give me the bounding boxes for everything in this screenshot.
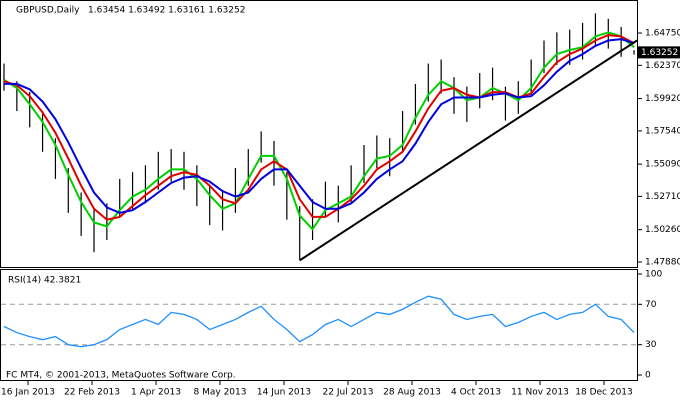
price-box-label: 1.63252 [641, 48, 678, 58]
x-tick-label: 22 Feb 2013 [64, 388, 120, 398]
trendline [299, 39, 638, 262]
price-panel [0, 0, 638, 268]
y-tick-label: 1.64750 [645, 29, 680, 39]
x-tick-label: 22 Jul 2013 [323, 388, 374, 398]
x-tick-label: 14 Jun 2013 [257, 388, 311, 398]
rsi-title: RSI(14) 42.3821 [8, 276, 81, 286]
rsi-tick-label: 70 [645, 300, 657, 310]
symbol: GBPUSD,Daily [16, 6, 80, 16]
rsi-line [3, 295, 635, 348]
rsi-tick-label: 100 [645, 270, 662, 280]
y-tick-label: 1.47880 [645, 257, 680, 267]
y-tick-label: 1.50260 [645, 225, 680, 235]
x-tick-label: 4 Oct 2013 [451, 388, 501, 398]
y-tick-label: 1.55090 [645, 160, 680, 170]
x-tick-label: 8 May 2013 [194, 388, 247, 398]
x-tick-label: 16 Jan 2013 [1, 388, 55, 398]
price-box [638, 46, 680, 59]
x-tick-label: 28 Aug 2013 [383, 388, 441, 398]
y-tick-label: 1.52710 [645, 192, 680, 202]
moving-average [3, 34, 635, 221]
rsi-panel [0, 269, 638, 381]
y-tick-label: 1.59920 [645, 94, 680, 104]
footer: FC MT4, © 2001-2013, MetaQuotes Software… [6, 371, 236, 381]
x-tick-label: 18 Dec 2013 [575, 388, 633, 398]
ohlc-values: 1.63454 1.63492 1.63161 1.63252 [88, 6, 245, 16]
y-tick-label: 1.57540 [645, 126, 680, 136]
moving-average [4, 38, 635, 214]
moving-average [3, 31, 635, 231]
rsi-tick-label: 0 [645, 371, 651, 381]
x-tick-label: 11 Nov 2013 [511, 388, 569, 398]
x-tick-label: 1 Apr 2013 [131, 388, 181, 398]
rsi-tick-label: 30 [645, 340, 657, 350]
y-tick-label: 1.62370 [645, 61, 680, 71]
